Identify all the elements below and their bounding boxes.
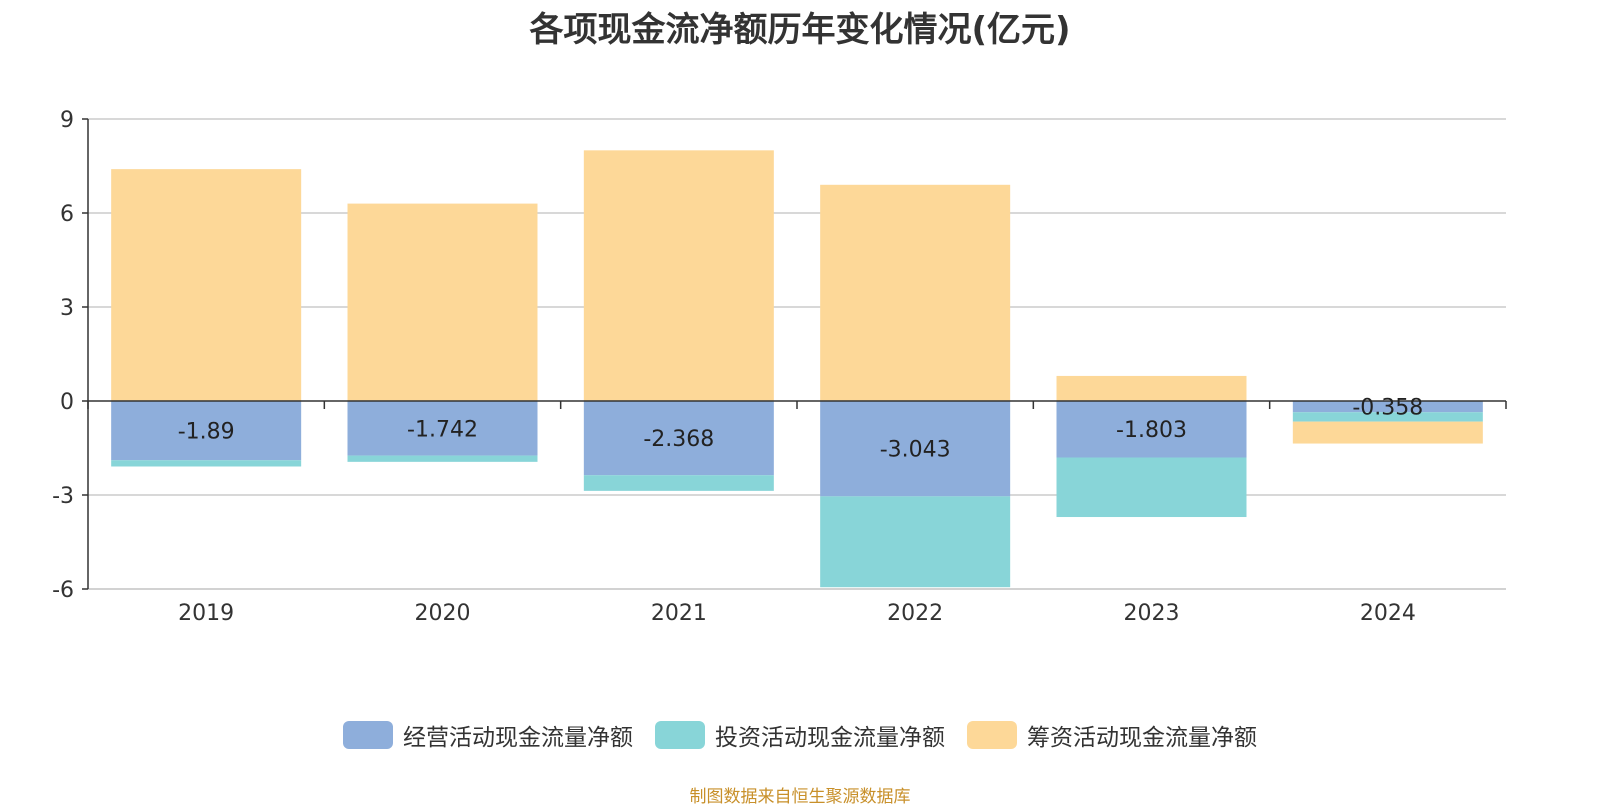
x-tick-label: 2020 bbox=[415, 601, 471, 626]
grid-layer bbox=[88, 118, 1506, 590]
legend: 经营活动现金流量净额 投资活动现金流量净额 筹资活动现金流量净额 bbox=[0, 718, 1600, 752]
bar-segment bbox=[347, 203, 538, 401]
bar-segment bbox=[1292, 421, 1483, 444]
y-tick-label: 6 bbox=[60, 202, 74, 227]
data-label: -0.358 bbox=[1352, 396, 1423, 421]
chart-title: 各项现金流净额历年变化情况(亿元) bbox=[529, 10, 1071, 50]
bar-segment bbox=[583, 401, 774, 476]
x-tick-label: 2023 bbox=[1124, 601, 1180, 626]
bar-segment bbox=[1292, 401, 1483, 413]
x-tick-label: 2024 bbox=[1360, 601, 1416, 626]
x-tick-label: 2022 bbox=[887, 601, 943, 626]
data-label: -3.043 bbox=[880, 438, 951, 463]
data-label: -1.803 bbox=[1116, 418, 1187, 443]
bar-segment bbox=[347, 401, 538, 456]
axis-layer: 9 6 3 0 -3 -6 bbox=[52, 108, 1507, 603]
bar-segment bbox=[583, 475, 774, 491]
legend-label: 经营活动现金流量净额 bbox=[403, 725, 633, 751]
legend-label: 投资活动现金流量净额 bbox=[715, 725, 945, 751]
bar-segment bbox=[1292, 412, 1483, 422]
bar-segment bbox=[1056, 401, 1247, 458]
bar-segment bbox=[111, 401, 302, 461]
legend-swatch bbox=[967, 721, 1017, 749]
y-tick-label: 3 bbox=[60, 296, 74, 321]
bar-segment bbox=[1056, 457, 1247, 518]
x-tick-label: 2021 bbox=[651, 601, 707, 626]
bar-segment bbox=[111, 169, 302, 401]
bar-segment bbox=[820, 184, 1011, 401]
legend-item[interactable]: 投资活动现金流量净额 bbox=[655, 718, 945, 752]
legend-swatch bbox=[343, 721, 393, 749]
legend-item[interactable]: 经营活动现金流量净额 bbox=[343, 718, 633, 752]
bar-segment bbox=[111, 460, 302, 467]
data-label: -1.742 bbox=[407, 417, 478, 442]
x-tick-label: 2019 bbox=[178, 601, 234, 626]
bar-segment bbox=[820, 401, 1011, 497]
bar-segment bbox=[583, 150, 774, 401]
legend-swatch bbox=[655, 721, 705, 749]
data-label: -2.368 bbox=[643, 427, 714, 452]
bar-layer bbox=[111, 150, 1483, 588]
y-tick-label: -6 bbox=[52, 578, 74, 603]
bar-segment bbox=[820, 496, 1011, 588]
bar-segment bbox=[1056, 375, 1247, 401]
legend-item[interactable]: 筹资活动现金流量净额 bbox=[967, 718, 1257, 752]
y-tick-label: -3 bbox=[52, 484, 74, 509]
y-tick-label: 9 bbox=[60, 108, 74, 133]
y-tick-label: 0 bbox=[60, 390, 74, 415]
source-note: 制图数据来自恒生聚源数据库 bbox=[689, 787, 911, 807]
label-layer: 2019 2020 2021 2022 2023 2024 -1.89 -1.742 -2.36… bbox=[178, 396, 1424, 626]
bar-segment bbox=[347, 455, 538, 462]
data-label: -1.89 bbox=[178, 420, 235, 445]
legend-label: 筹资活动现金流量净额 bbox=[1027, 725, 1257, 751]
